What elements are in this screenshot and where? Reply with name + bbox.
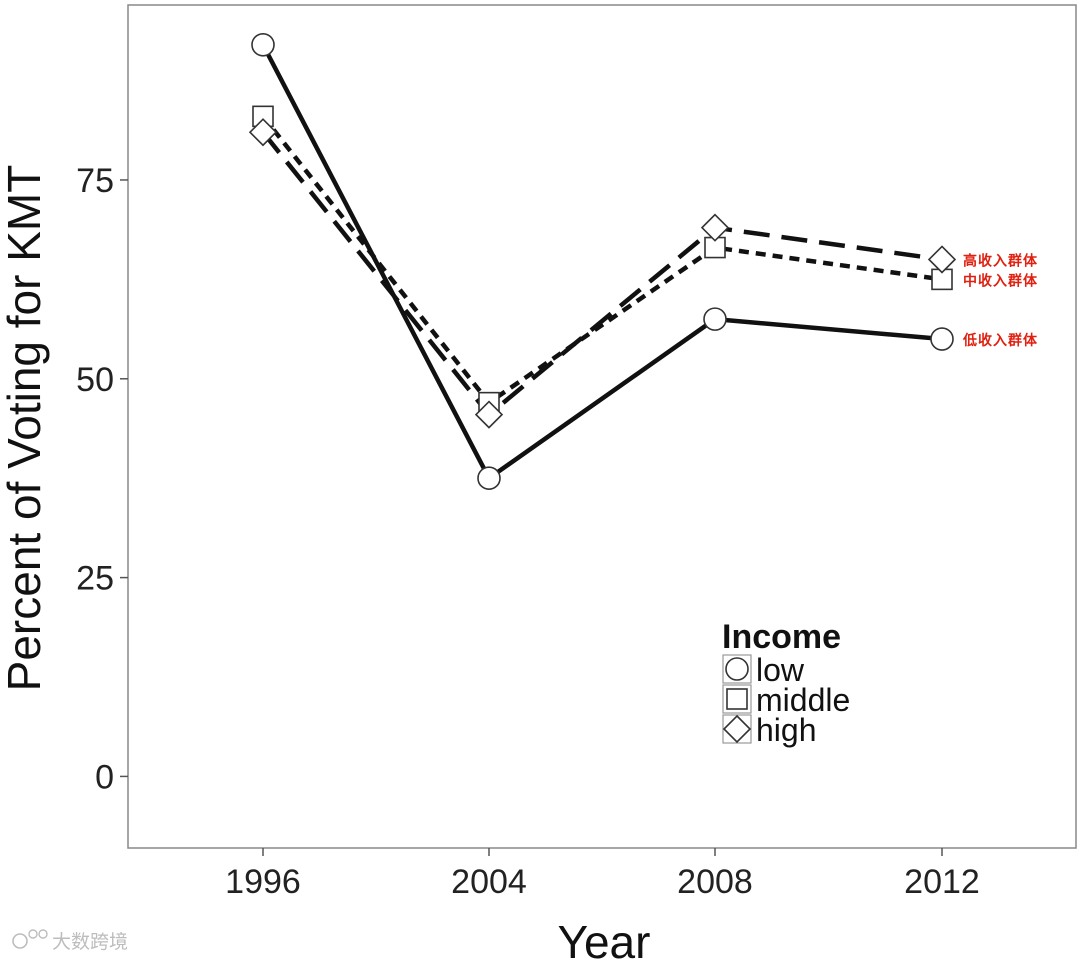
legend-label-high: high <box>756 712 817 748</box>
series-line-low <box>261 43 943 481</box>
legend-key-circle-icon <box>725 657 749 681</box>
point-low-2004 <box>477 466 501 490</box>
point-low-1996 <box>251 32 275 57</box>
y-tick-label: 25 <box>76 560 114 598</box>
annotation-middle: 中收入群体 <box>963 272 1038 289</box>
point-high-2008 <box>700 213 730 242</box>
x-tick-label: 2008 <box>677 863 753 901</box>
series-markers <box>248 32 957 490</box>
y-axis-title: Percent of Voting for KMT <box>0 165 50 692</box>
point-low-2012 <box>930 327 954 351</box>
x-tick-label: 2004 <box>451 863 527 901</box>
x-tick-label: 2012 <box>904 863 980 901</box>
point-high-2004 <box>474 400 504 429</box>
annotation-low: 低收入群体 <box>962 332 1038 349</box>
x-axis: 1996 2004 2008 2012 <box>225 848 980 901</box>
y-tick-label: 0 <box>95 758 114 796</box>
legend-label-middle: middle <box>756 682 850 718</box>
y-tick-label: 75 <box>76 162 114 200</box>
watermark: 大数跨境 <box>12 929 128 953</box>
x-tick-label: 1996 <box>225 863 301 901</box>
point-low-2008 <box>703 307 727 331</box>
legend-title: Income <box>722 618 841 656</box>
legend-label-low: low <box>756 652 805 688</box>
y-tick-label: 50 <box>76 361 114 399</box>
series-lines <box>261 43 943 481</box>
legend-key-diamond-icon <box>722 714 752 744</box>
point-high-2012 <box>927 245 957 274</box>
x-axis-title: Year <box>558 916 651 961</box>
watermark-text: 大数跨境 <box>52 931 128 953</box>
brand-logo-icon <box>12 929 48 949</box>
annotation-high: 高收入群体 <box>963 252 1038 269</box>
series-line-middle <box>261 114 943 405</box>
y-axis: 0 25 50 75 <box>76 162 128 796</box>
legend-key-square-icon <box>726 688 748 710</box>
series-line-high <box>261 130 943 417</box>
point-high-1996 <box>248 118 278 147</box>
